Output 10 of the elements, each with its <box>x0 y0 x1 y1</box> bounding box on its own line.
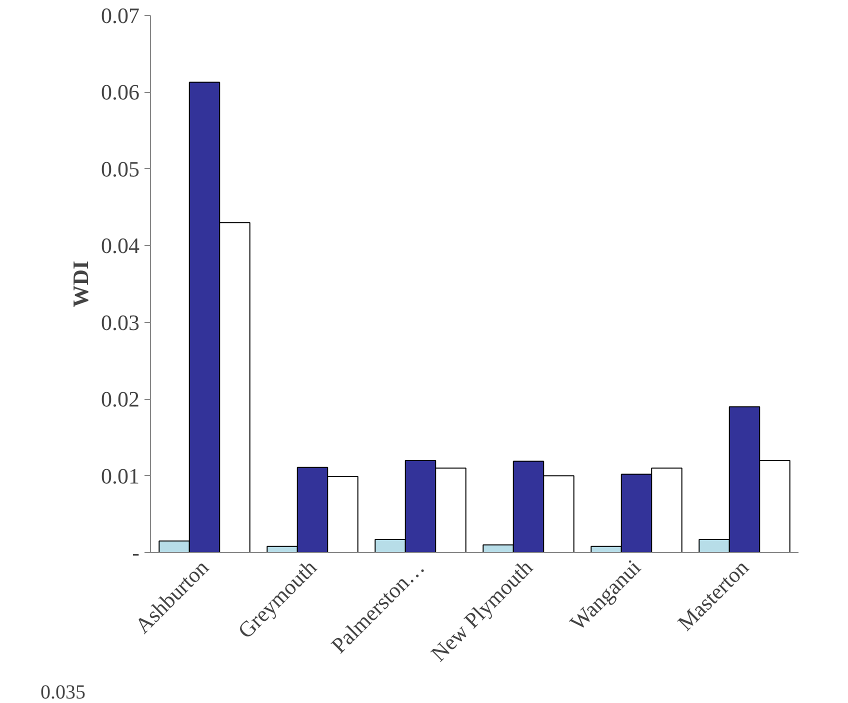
y-tick-label: - <box>132 540 140 565</box>
y-tick-label: 0.04 <box>101 233 140 258</box>
y-tick-label: 0.05 <box>101 156 140 182</box>
y-tick-label: 0.02 <box>101 386 140 412</box>
y-axis-title: WDI <box>68 260 93 308</box>
y-tick-label: 0.01 <box>101 463 140 488</box>
y-tick-label: 0.03 <box>101 310 140 335</box>
y-tick-label: 0.07 <box>101 3 140 28</box>
text: 0.035 <box>40 682 86 703</box>
y-tick-label: 0.06 <box>101 80 140 105</box>
